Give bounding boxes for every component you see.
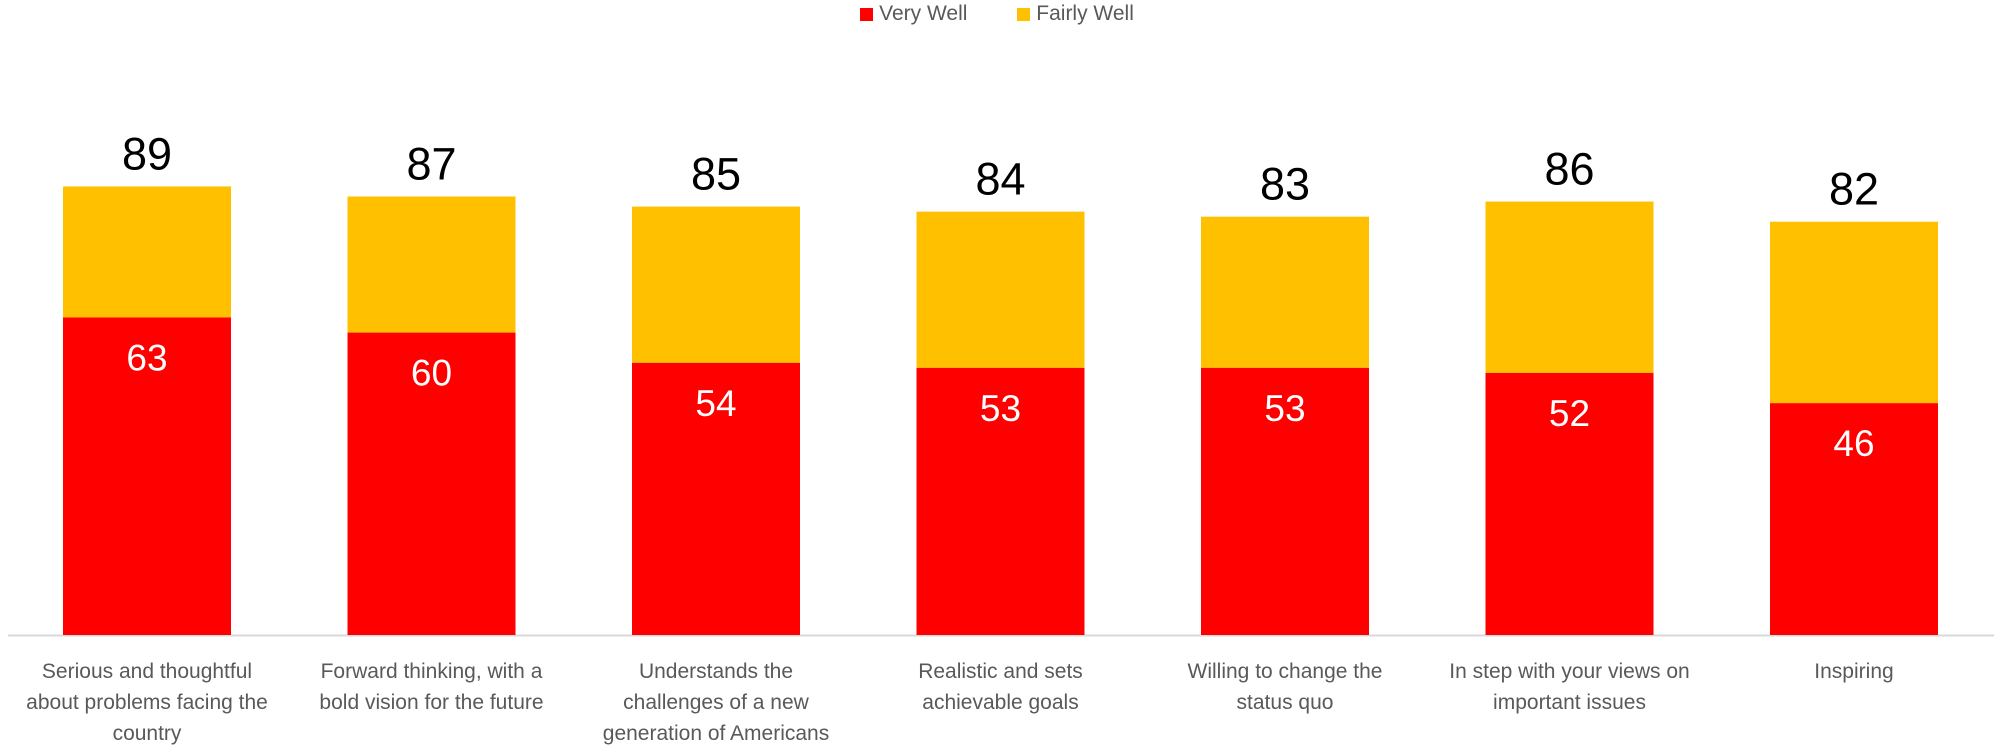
bar-fairly-well-7 [1770, 221, 1938, 404]
bar-very-well-4 [916, 367, 1085, 635]
category-label-line: about problems facing the [26, 691, 268, 714]
category-label-1: Serious and thoughtful about problems fac… [26, 660, 268, 745]
bar-very-well-7 [1770, 403, 1938, 635]
bar-very-well-1 [63, 317, 231, 635]
data-label-very-well-2: 60 [411, 353, 452, 394]
bar-fairly-well-5 [1201, 216, 1369, 368]
legend-label-fairly-well: Fairly Well [1036, 2, 1134, 25]
category-label-line: generation of Americans [603, 722, 829, 745]
data-label-total-7: 82 [1829, 164, 1879, 215]
category-label-7: Inspiring [1814, 660, 1893, 683]
category-label-line: In step with your views on [1449, 660, 1689, 683]
data-label-total-4: 84 [975, 154, 1025, 205]
data-label-very-well-5: 53 [1264, 388, 1305, 429]
category-label-line: bold vision for the future [319, 691, 543, 714]
data-label-total-5: 83 [1260, 159, 1310, 210]
data-label-total-2: 87 [406, 139, 456, 190]
legend-label-very-well: Very Well [879, 2, 968, 25]
category-label-line: Inspiring [1814, 660, 1893, 683]
category-label-line: Understands the [639, 660, 793, 683]
category-label-line: Realistic and sets [918, 660, 1083, 683]
legend-item-fairly-well: Fairly Well [1017, 2, 1134, 26]
legend-swatch-fairly-well [1017, 7, 1031, 21]
bar-very-well-5 [1201, 367, 1369, 635]
bar-fairly-well-3 [632, 206, 800, 363]
data-label-very-well-7: 46 [1833, 423, 1874, 464]
bar-fairly-well-2 [347, 196, 516, 333]
bar-fairly-well-6 [1485, 201, 1654, 373]
bar-fairly-well-1 [63, 186, 231, 318]
category-label-4: Realistic and sets achievable goals [918, 660, 1083, 714]
category-label-line: country [113, 722, 182, 745]
bar-fairly-well-4 [916, 211, 1085, 368]
chart-legend: Very Well Fairly Well [0, 2, 1994, 27]
data-label-very-well-1: 63 [126, 337, 167, 378]
legend-item-very-well: Very Well [860, 2, 967, 26]
bar-very-well-3 [632, 362, 800, 635]
category-label-2: Forward thinking, with a bold vision for … [319, 660, 543, 714]
data-label-very-well-6: 52 [1549, 393, 1590, 434]
category-label-line: status quo [1237, 691, 1334, 714]
category-label-line: important issues [1493, 691, 1646, 714]
data-label-total-3: 85 [691, 149, 741, 200]
category-label-6: In step with your views on important issu… [1449, 660, 1689, 714]
data-label-total-1: 89 [122, 128, 172, 179]
bar-very-well-2 [347, 332, 516, 635]
data-label-very-well-3: 54 [695, 383, 736, 424]
category-label-line: Serious and thoughtful [42, 660, 252, 683]
category-label-line: Forward thinking, with a [321, 660, 543, 683]
category-label-5: Willing to change the status quo [1188, 660, 1383, 714]
category-label-line: Willing to change the [1188, 660, 1383, 683]
data-label-very-well-4: 53 [980, 388, 1021, 429]
category-label-line: achievable goals [922, 691, 1078, 714]
bar-very-well-6 [1485, 372, 1654, 635]
category-label-line: challenges of a new [623, 691, 809, 714]
category-label-3: Understands the challenges of a new genera… [603, 660, 829, 745]
data-label-total-6: 86 [1544, 144, 1594, 195]
legend-swatch-very-well [860, 7, 874, 21]
